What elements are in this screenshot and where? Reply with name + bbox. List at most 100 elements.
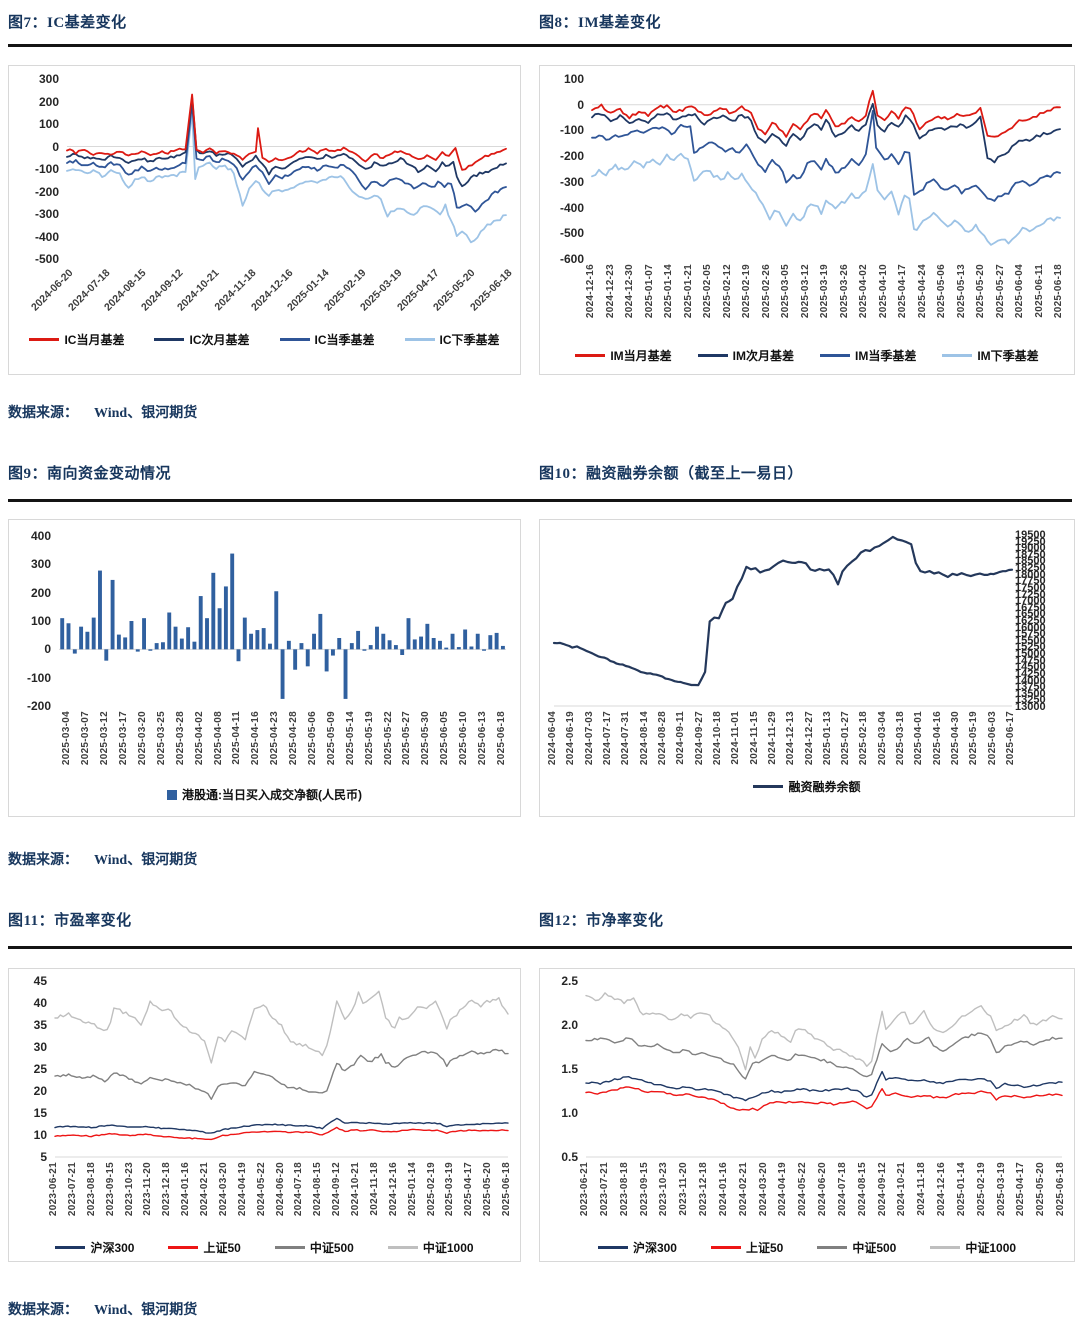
x-tick-label: 2025-06-04 — [1014, 264, 1025, 319]
x-tick-label: 2024-01-16 — [180, 1162, 192, 1217]
bar — [186, 627, 191, 650]
bar — [425, 623, 430, 650]
series-line-2 — [66, 102, 507, 213]
legend-label: 中证500 — [309, 1241, 354, 1255]
x-tick-label: 2025-04-23 — [269, 711, 281, 766]
y-tick-label: 10 — [33, 1128, 47, 1142]
legend-label: IM当季基差 — [855, 349, 917, 363]
legend-label: IC下季基差 — [439, 333, 500, 347]
y-tick-label: 17750 — [1015, 575, 1046, 588]
bar — [450, 633, 455, 650]
line-plot-area — [54, 990, 509, 1158]
bar — [400, 649, 405, 655]
legend-item: 融资融券余额 — [753, 778, 861, 795]
y-tick-label: -300 — [559, 174, 584, 189]
data-source-label: 数据来源： — [8, 406, 78, 421]
legend-item: IC次月基差 — [154, 331, 250, 348]
bar — [66, 623, 71, 650]
legend-swatch-icon — [575, 354, 606, 357]
line-plot-area — [66, 93, 507, 244]
legend-label: 上证50 — [203, 1241, 241, 1255]
x-tick-label: 2024-12-16 — [387, 1162, 399, 1217]
y-tick-label: 16250 — [1015, 615, 1046, 627]
legend-item: 沪深300 — [55, 1239, 134, 1256]
x-tick-label: 2025-06-17 — [1005, 711, 1016, 766]
x-tick-label: 2025-05-20 — [975, 264, 986, 319]
bar — [211, 572, 216, 650]
legend-item: IM当季基差 — [820, 347, 916, 364]
bar — [217, 608, 222, 650]
row3-panels: 45 40 35 30 25 20 15 10 5 2023-06-21 2023-07-21 202… — [8, 968, 1075, 1262]
legend-swatch-icon — [697, 354, 728, 357]
x-tick-label: 2025-03-28 — [174, 711, 186, 766]
data-source-value: Wind、银河期货 — [94, 853, 198, 868]
x-tick-label: 2023-09-15 — [638, 1162, 650, 1217]
x-tick-label: 2025-03-26 — [838, 264, 850, 319]
row1-panels: 300 200 100 0 -100 -200 -300 -400 -500 2024-06-20… — [8, 65, 1075, 375]
x-tick-label: 2023-09-15 — [104, 1162, 116, 1217]
figure12-title: 图12：市净率变化 — [539, 913, 664, 929]
x-tick-label: 2025-06-03 — [986, 711, 998, 766]
bar — [255, 630, 260, 650]
x-tick-label: 2025-04-08 — [212, 711, 224, 766]
chart-legend: IM当月基差 IM次月基差 IM当季基差 IM下季基差 — [540, 347, 1074, 364]
series-line-3 — [66, 111, 507, 244]
legend-label: IM下季基差 — [977, 349, 1039, 363]
row2-panels: 400 300 200 100 0 -100 -200 2025-03-04 2025-03-0… — [8, 519, 1075, 817]
legend-item: IC下季基差 — [404, 331, 500, 348]
x-tick-label: 2025-04-16 — [250, 711, 262, 766]
x-tick-label: 2025-04-17 — [1015, 1162, 1027, 1217]
legend-item: 中证1000 — [930, 1239, 1016, 1256]
bar — [330, 649, 335, 656]
legend-swatch-icon — [167, 789, 177, 800]
x-tick-label: 2025-01-14 — [406, 1162, 418, 1217]
bar — [280, 649, 285, 699]
bar — [123, 637, 128, 650]
figure11-title: 图11：市盈率变化 — [8, 913, 132, 929]
x-tick-label: 2025-02-19 — [741, 264, 752, 319]
bar — [299, 643, 304, 650]
legend-label: IC当月基差 — [64, 333, 125, 347]
series-line-1 — [54, 1126, 509, 1141]
bar — [167, 612, 172, 650]
y-tick-label: 0 — [577, 97, 584, 112]
x-tick-label: 2023-12-18 — [161, 1162, 173, 1217]
x-tick-label: 2024-12-16 — [585, 264, 596, 319]
x-tick-label: 2025-06-10 — [458, 711, 470, 766]
y-tick-label: 17500 — [1015, 581, 1046, 594]
bar — [375, 626, 379, 650]
x-tick-label: 2025-03-12 — [799, 264, 811, 319]
legend-item: IM次月基差 — [697, 347, 794, 364]
bar — [179, 638, 184, 650]
bar — [469, 646, 474, 650]
x-tick-label: 2023-10-23 — [658, 1162, 670, 1217]
figure9-title: 图9：南向资金变动情况 — [8, 466, 172, 482]
series-line-2 — [591, 110, 1061, 202]
y-tick-label: 0.5 — [561, 1150, 578, 1164]
y-tick-label: 18500 — [1015, 555, 1046, 568]
x-tick-label: 2024-09-27 — [693, 711, 705, 766]
data-source-line: 数据来源： Wind、银河期货 — [8, 403, 1072, 425]
x-tick-label: 2024-09-11 — [675, 711, 687, 765]
bar — [356, 630, 361, 650]
series-line-2 — [585, 1032, 1063, 1080]
legend-swatch-icon — [753, 785, 784, 788]
section-divider — [8, 946, 1072, 949]
x-tick-label: 2025-06-18 — [495, 711, 507, 766]
legend-swatch-icon — [710, 1246, 741, 1249]
x-tick-label: 2024-11-29 — [766, 711, 778, 765]
bar — [116, 634, 121, 650]
y-tick-label: 35 — [33, 1018, 47, 1032]
bar — [463, 629, 468, 650]
x-tick-label: 2025-05-19 — [363, 711, 375, 766]
x-tick-label: 2023-11-20 — [142, 1162, 154, 1216]
y-tick-label: 19500 — [1015, 529, 1046, 541]
x-tick-label: 2024-12-27 — [803, 711, 815, 766]
x-tick-label: 2025-05-20 — [482, 1162, 494, 1217]
series-line-1 — [585, 1086, 1063, 1112]
series-line-0 — [591, 89, 1061, 138]
x-tick-label: 2024-07-03 — [583, 711, 595, 766]
x-tick-label: 2024-11-18 — [916, 1162, 928, 1216]
x-tick-label: 2025-04-24 — [916, 264, 928, 319]
x-tick-label: 2024-02-21 — [737, 1162, 749, 1217]
